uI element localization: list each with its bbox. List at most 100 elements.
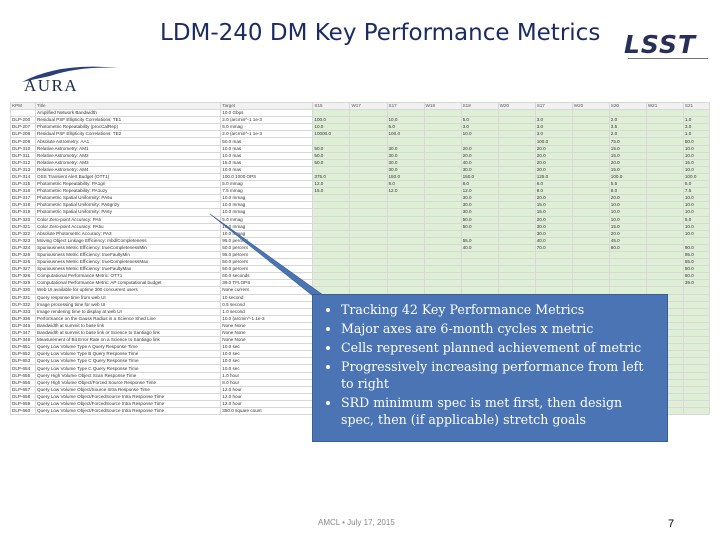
- table-cell: 60.0 seconds: [220, 272, 314, 281]
- table-cell: [682, 109, 711, 118]
- table-cell: Image rendering time to display at web U…: [35, 307, 222, 316]
- lsst-logo-underline: [628, 58, 708, 62]
- table-cell: [571, 158, 610, 167]
- table-cell: 20.0: [534, 165, 573, 174]
- table-cell: Spuriousness Metric Efficiency: trueComp…: [35, 258, 222, 267]
- table-cell: Query Low Volume Object/Source Intra Res…: [35, 385, 222, 394]
- table-cell: [497, 279, 536, 288]
- table-cell: [423, 194, 462, 203]
- table-cell: [571, 144, 610, 153]
- table-cell: [349, 208, 388, 217]
- table-cell: 15.0: [608, 144, 647, 153]
- table-cell: None None: [220, 328, 314, 338]
- table-cell: 10.0: [682, 208, 711, 217]
- table-cell: Query Low Volume Type A Query Response T…: [35, 343, 222, 352]
- table-cell: [423, 180, 462, 189]
- table-cell: [460, 265, 499, 274]
- table-cell: [682, 364, 711, 373]
- table-cell: [460, 137, 499, 146]
- table-cell: Spuriousness Metric Efficiency: trueFaul…: [35, 265, 222, 274]
- table-row: DLP-325 Spuriousness Metric Efficiency: t…: [9, 250, 711, 260]
- table-cell: 8.0 hour: [220, 378, 314, 387]
- table-cell: DLP-332: [9, 300, 37, 309]
- table-cell: [423, 229, 462, 238]
- table-cell: [571, 229, 610, 238]
- table-cell: [608, 109, 647, 118]
- callout-bullet: Major axes are 6-month cycles x metric: [341, 320, 657, 337]
- table-cell: [312, 194, 351, 203]
- table-cell: [386, 222, 425, 231]
- table-cell: [682, 286, 711, 295]
- table-cell: 15.0: [312, 187, 351, 196]
- table-cell: 20.0: [608, 229, 647, 238]
- table-cell: 7.5: [682, 187, 711, 196]
- table-cell: [460, 250, 499, 260]
- table-cell: [423, 208, 462, 217]
- table-cell: [571, 137, 610, 146]
- table-cell: [386, 258, 425, 267]
- table-cell: 375.0: [312, 172, 351, 182]
- table-cell: [386, 265, 425, 274]
- table-cell: 50.0: [460, 222, 499, 231]
- table-cell: DLP-322: [9, 229, 37, 238]
- table-cell: [645, 279, 684, 288]
- table-cell: 10.0: [682, 229, 711, 238]
- table-cell: [423, 109, 462, 118]
- column-header: S18: [460, 101, 499, 111]
- table-cell: 5.0 mmag: [220, 180, 314, 189]
- table-cell: [534, 109, 573, 118]
- table-cell: [312, 229, 351, 238]
- table-cell: [312, 272, 351, 281]
- table-cell: 50.0: [460, 215, 499, 224]
- table-row: DLP-329 Computational Performance Metric:…: [9, 279, 711, 288]
- table-cell: 90.0: [682, 243, 711, 252]
- table-cell: DLP-658: [9, 392, 37, 401]
- table-cell: 39.0: [682, 279, 711, 288]
- table-cell: DLP-327: [9, 265, 37, 274]
- table-cell: [349, 236, 388, 245]
- table-cell: DLP-315: [9, 180, 37, 189]
- table-cell: [682, 399, 711, 409]
- table-cell: [571, 172, 610, 182]
- table-cell: 1.0: [682, 116, 711, 125]
- table-cell: [682, 293, 711, 302]
- table-cell: 1.0 second: [220, 307, 314, 316]
- table-cell: [682, 407, 711, 416]
- table-cell: [571, 258, 610, 267]
- table-row: DLP-326 Spuriousness Metric Efficiency: t…: [9, 258, 711, 267]
- table-cell: [608, 279, 647, 288]
- table-cell: Photometric Repeatability (procCalRep): [35, 123, 222, 132]
- table-cell: 50.0 percent: [220, 243, 314, 252]
- table-cell: 50.0: [312, 158, 351, 167]
- table-cell: [645, 229, 684, 238]
- table-cell: DLP-330: [9, 286, 37, 295]
- table-cell: 100.0: [682, 172, 711, 182]
- table-cell: [682, 357, 711, 366]
- table-cell: 3.0: [534, 116, 573, 125]
- table-cell: [682, 300, 711, 309]
- table-cell: Query High Volume Object/Forced Source R…: [35, 378, 222, 387]
- column-header: Target: [220, 101, 314, 111]
- table-cell: DLP-208: [9, 130, 37, 139]
- table-cell: Query Low Volume Type C Query Response T…: [35, 364, 222, 373]
- table-cell: [423, 258, 462, 267]
- column-header: S17: [386, 101, 425, 111]
- table-row: DLP-200 Residual PSF Ellipticity Correlat…: [9, 116, 711, 125]
- table-cell: [571, 130, 610, 139]
- table-cell: DLP-321: [9, 222, 37, 231]
- table-cell: [645, 236, 684, 245]
- table-cell: [571, 123, 610, 132]
- table-cell: Residual PSF Ellipticity Correlations: T…: [35, 130, 222, 139]
- table-cell: Color Zero-point Accuracy: PA5: [35, 215, 222, 224]
- table-cell: 10.0: [608, 201, 647, 210]
- table-cell: [645, 123, 684, 132]
- table-cell: 5.0: [386, 123, 425, 132]
- table-cell: [423, 172, 462, 182]
- page-number: 7: [668, 518, 675, 530]
- table-cell: [571, 165, 610, 174]
- table-cell: DLP-320: [9, 215, 37, 224]
- aura-swoosh-icon: [22, 66, 118, 82]
- table-cell: [423, 265, 462, 274]
- table-cell: 100.0: [608, 172, 647, 182]
- table-row: DLP-324 Spuriousness Metric Efficiency: t…: [9, 243, 711, 252]
